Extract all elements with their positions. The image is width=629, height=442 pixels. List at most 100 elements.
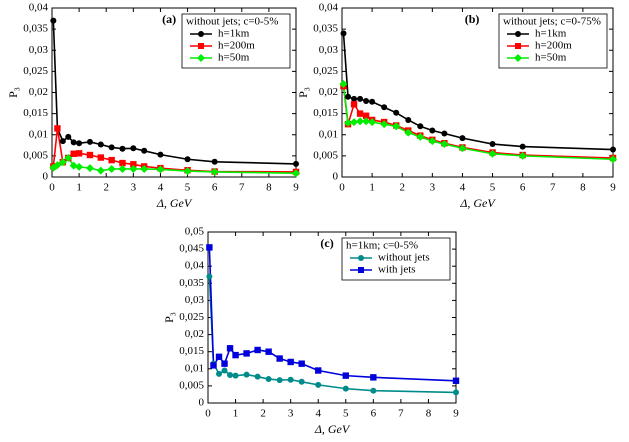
marker: [298, 378, 305, 385]
marker: [363, 97, 370, 104]
marker: [342, 372, 349, 379]
legend-title: h=1km; c=0-5%: [346, 240, 418, 252]
y-tick-label: 0,035: [179, 277, 204, 289]
panel-title: (a): [162, 12, 176, 26]
x-tick-label: 6: [212, 182, 218, 194]
marker: [370, 387, 377, 394]
marker: [254, 346, 261, 354]
x-tick-label: 4: [315, 408, 321, 420]
marker: [70, 139, 77, 146]
x-tick-label: 2: [399, 182, 405, 194]
marker: [345, 93, 352, 100]
y-tick-label: 0,04: [185, 260, 205, 272]
marker: [380, 120, 389, 129]
legend-label: h=200m: [218, 40, 255, 52]
marker: [610, 146, 616, 153]
y-tick-label: 0,025: [179, 311, 204, 323]
x-axis-label: Δ, GeV: [156, 196, 193, 210]
x-tick-label: 3: [430, 182, 436, 194]
marker: [276, 355, 283, 362]
marker: [440, 140, 449, 149]
y-axis-label: P₃: [162, 312, 176, 323]
marker: [518, 151, 527, 160]
marker: [315, 367, 322, 374]
marker: [287, 358, 294, 366]
marker: [75, 162, 84, 171]
y-tick-label: 0: [43, 171, 49, 183]
y-tick-label: 0,02: [29, 86, 48, 98]
legend-marker: [198, 31, 204, 37]
x-axis-label: Δ, GeV: [314, 422, 351, 436]
marker: [404, 128, 413, 137]
marker: [96, 166, 105, 175]
x-tick-label: 8: [266, 182, 272, 194]
marker: [130, 145, 137, 152]
marker: [243, 371, 250, 378]
series-line: [52, 20, 297, 165]
marker: [210, 362, 217, 369]
marker: [210, 167, 219, 176]
marker: [53, 161, 62, 170]
legend-marker: [358, 255, 364, 261]
marker: [370, 374, 377, 381]
y-tick-label: 0,04: [319, 2, 339, 14]
marker: [243, 350, 250, 357]
panel-title: (c): [320, 236, 333, 250]
legend-label: h=50m: [218, 52, 250, 64]
marker: [70, 150, 77, 157]
x-tick-label: 6: [371, 408, 377, 420]
x-tick-label: 2: [260, 408, 266, 420]
marker: [221, 360, 228, 367]
x-tick-label: 8: [426, 408, 432, 420]
marker: [287, 376, 294, 383]
marker: [351, 95, 358, 102]
marker: [118, 164, 127, 173]
marker: [609, 155, 617, 164]
x-tick-label: 8: [580, 182, 586, 194]
marker: [357, 95, 364, 102]
y-tick-label: 0,02: [185, 328, 204, 340]
marker: [69, 161, 78, 170]
marker: [86, 151, 94, 159]
legend-title: without jets; c=0-5%: [186, 16, 278, 28]
x-tick-label: 5: [490, 182, 496, 194]
marker: [141, 147, 148, 154]
marker: [405, 116, 412, 123]
x-axis-label: Δ, GeV: [459, 196, 496, 210]
marker: [392, 122, 401, 131]
marker: [429, 127, 436, 134]
series-line: [342, 33, 614, 151]
marker: [76, 140, 83, 147]
y-axis-label: P₃: [296, 87, 310, 98]
y-tick-label: 0,035: [313, 23, 338, 35]
marker: [350, 101, 358, 108]
x-tick-label: 0: [205, 408, 211, 420]
y-tick-label: 0,005: [23, 149, 48, 161]
marker: [254, 373, 261, 380]
y-tick-label: 0,03: [319, 44, 339, 56]
x-tick-label: 1: [76, 182, 82, 194]
marker: [97, 141, 104, 148]
marker: [428, 137, 437, 146]
y-tick-label: 0,04: [29, 2, 49, 14]
marker: [221, 367, 228, 374]
x-tick-label: 7: [550, 182, 556, 194]
marker: [226, 345, 234, 352]
marker: [232, 372, 239, 379]
legend-label: with jets: [378, 264, 416, 276]
x-tick-label: 9: [610, 182, 616, 194]
x-tick-label: 7: [398, 408, 404, 420]
x-tick-label: 6: [520, 182, 526, 194]
marker: [216, 370, 223, 377]
marker: [157, 151, 164, 158]
legend-label: h=50m: [535, 52, 567, 64]
y-tick-label: 0,015: [313, 107, 338, 119]
marker: [140, 164, 149, 173]
y-axis-label: P₃: [6, 87, 20, 98]
marker: [292, 169, 300, 178]
marker: [362, 117, 371, 126]
legend-marker: [198, 43, 204, 49]
marker: [64, 153, 73, 162]
marker: [265, 376, 272, 383]
